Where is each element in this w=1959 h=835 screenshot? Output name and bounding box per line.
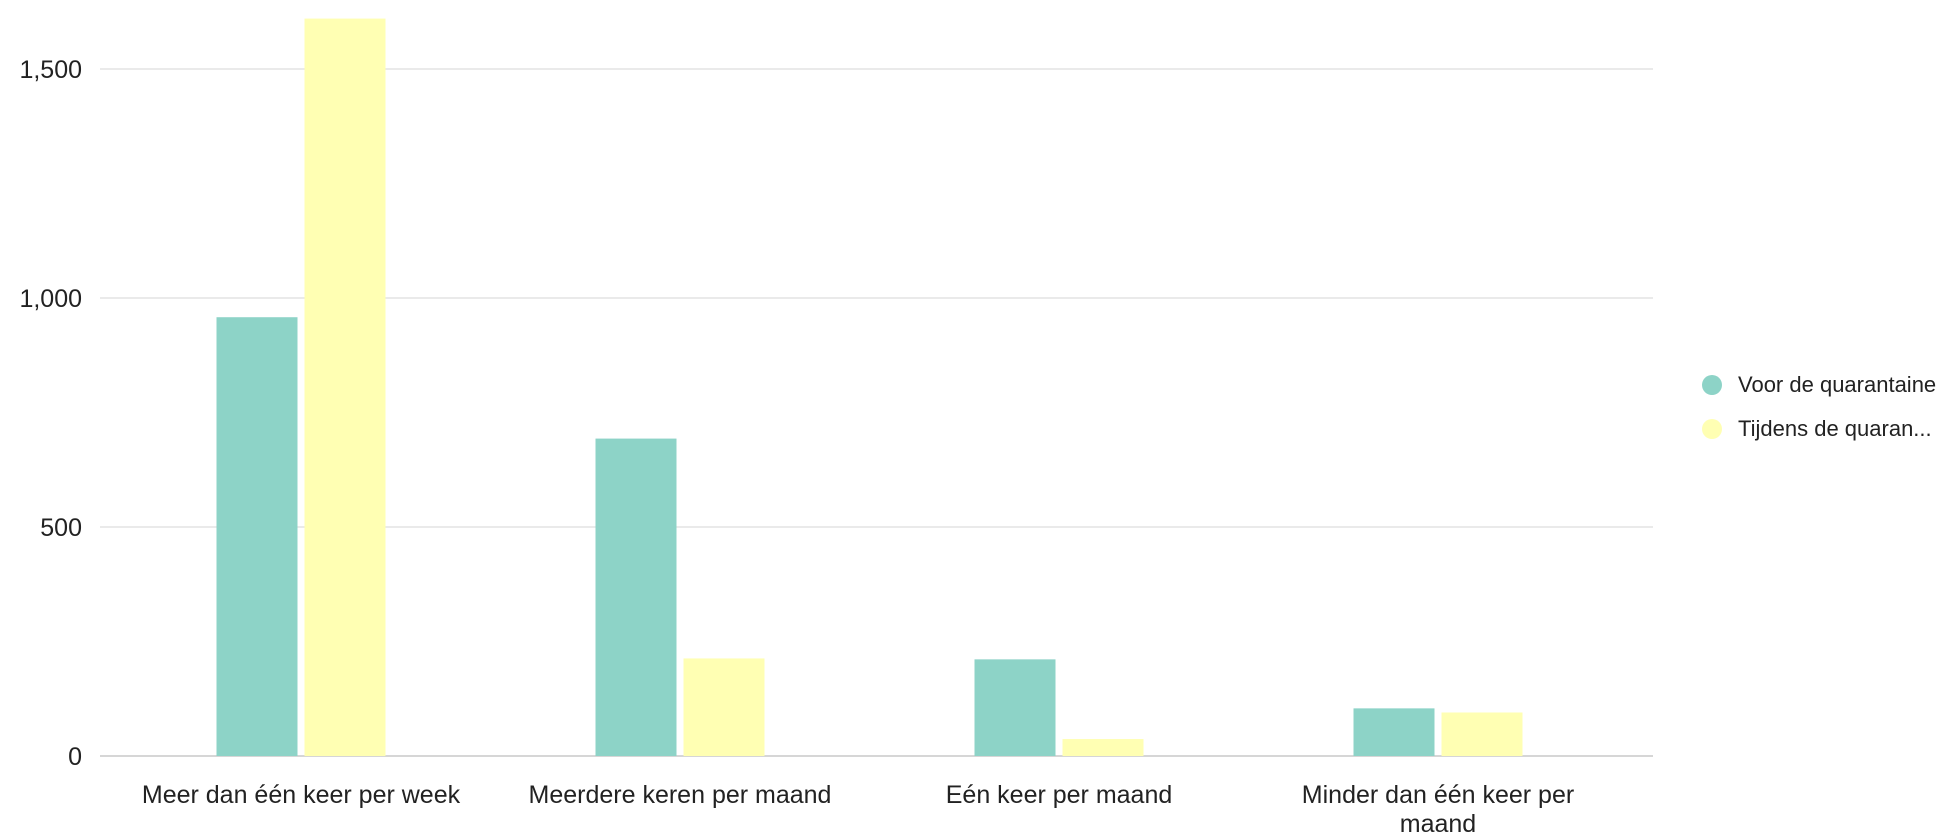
x-category-label: Meerdere keren per maand xyxy=(529,781,832,809)
bar-series-2-category-4[interactable] xyxy=(1441,712,1523,756)
bar-series-2-category-1[interactable] xyxy=(304,18,386,756)
y-tick-label: 1,000 xyxy=(19,285,82,313)
bar-series-1-category-2[interactable] xyxy=(595,438,677,756)
legend-swatch-series-1 xyxy=(1702,375,1722,395)
bar-series-1-category-4[interactable] xyxy=(1353,708,1435,756)
x-axis-category-labels: Meer dan één keer per week Meerdere keren… xyxy=(142,781,1574,835)
x-category-label: Minder dan één keer per maand xyxy=(1302,781,1574,835)
legend-item-series-1[interactable]: Voor de quarantaine xyxy=(1702,368,1936,402)
y-tick-label: 1,500 xyxy=(19,56,82,84)
y-tick-label: 0 xyxy=(68,743,82,771)
legend: Voor de quarantaine Tijdens de quaran... xyxy=(1702,368,1936,456)
bar-series-1-category-3[interactable] xyxy=(974,659,1056,756)
bars xyxy=(216,18,1523,756)
bar-series-2-category-3[interactable] xyxy=(1062,739,1144,756)
legend-swatch-series-2 xyxy=(1702,419,1722,439)
legend-label-series-2: Tijdens de quaran... xyxy=(1738,416,1932,441)
bar-series-2-category-2[interactable] xyxy=(683,658,765,756)
y-tick-label: 500 xyxy=(40,514,82,542)
legend-label-series-1: Voor de quarantaine xyxy=(1738,372,1937,397)
bar-series-1-category-1[interactable] xyxy=(216,317,298,756)
x-category-label: Meer dan één keer per week xyxy=(142,781,461,809)
y-axis-tick-labels: 0 500 1,000 1,500 xyxy=(19,56,82,771)
legend-item-series-2[interactable]: Tijdens de quaran... xyxy=(1702,412,1936,446)
x-category-label: Eén keer per maand xyxy=(946,781,1173,809)
